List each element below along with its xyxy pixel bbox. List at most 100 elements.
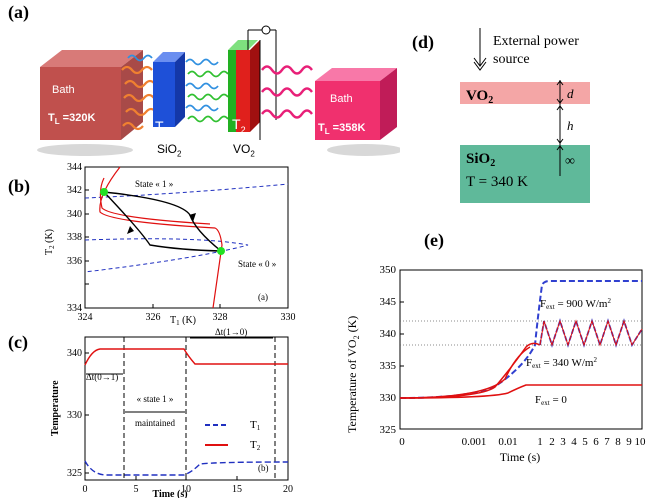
series-f340-branch — [399, 346, 531, 399]
panel-b-ytick: 340 — [67, 209, 82, 220]
label-f0: Fext = 0 — [535, 394, 567, 407]
infinity-label: ∞ — [565, 154, 575, 169]
panel-e-xtick: 7 — [604, 436, 610, 448]
sio2-caption: SiO2 — [157, 142, 182, 159]
bath-right-label: Bath — [330, 93, 353, 105]
panel-b-xtick: 326 — [146, 312, 161, 323]
panel-c-xtick: 10 — [181, 484, 191, 495]
vo2-layer — [460, 82, 590, 104]
wave-blue-group — [127, 54, 219, 112]
state0-point — [217, 247, 225, 255]
state1-point — [100, 188, 108, 196]
panel-b-ylabel: T2 (K) — [44, 229, 56, 255]
panel-e-frame — [399, 269, 643, 430]
panel-c-xtick: 15 — [232, 484, 242, 495]
panel-b-xtick: 328 — [213, 312, 228, 323]
panel-e-ylabel: Temperature of VO2 (K) — [345, 316, 361, 433]
panel-e-xtick: 0.001 — [462, 436, 487, 448]
panel-e-xtick: 6 — [593, 436, 599, 448]
panel-c-xtick: 20 — [283, 484, 293, 495]
panel-c-maintained: maintained — [135, 418, 175, 428]
panel-e-ytick: 345 — [380, 296, 397, 308]
panel-e-xtick: 0 — [399, 436, 405, 448]
panel-e-ytick: 325 — [380, 424, 397, 436]
panel-e-label: (e) — [424, 230, 444, 250]
panel-c-chart: 0 5 10 15 20 340 330 325 Δt(0→1) Δt(1→0)… — [50, 328, 293, 498]
panel-e-xtick: 4 — [571, 436, 577, 448]
bath-left-temp: TL =320K — [48, 112, 96, 127]
bath-left-shadow — [37, 144, 133, 156]
sio2-layer — [460, 145, 590, 203]
panel-b-label: (b) — [8, 176, 30, 196]
panel-b-ytick: 336 — [67, 256, 82, 267]
panel-e-xtick: 3 — [560, 436, 566, 448]
panel-c-ytick: 325 — [67, 468, 82, 479]
panel-e-ytick: 350 — [380, 264, 397, 276]
panel-b-arrow — [127, 226, 134, 234]
bath-right-block — [315, 68, 397, 140]
panel-e-ytick: 340 — [380, 328, 397, 340]
wave-pink-group — [261, 65, 313, 119]
panel-c-xtick: 5 — [134, 484, 139, 495]
panel-d-schematic: External power source VO2 d h ∞ SiO2 T =… — [460, 28, 590, 203]
panel-e-xtick: 5 — [582, 436, 588, 448]
panel-d-label: (d) — [412, 32, 434, 52]
panel-e-chart: 325 330 335 340 345 350 0 0.001 0.01 1 2… — [345, 264, 647, 464]
bath-left-label: Bath — [52, 84, 75, 96]
panel-b-chart: 324 326 328 330 334 336 338 340 342 344 … — [44, 162, 296, 325]
panel-b-arrow — [189, 213, 196, 222]
panel-a-label: (a) — [8, 2, 29, 22]
bath-right-shadow — [327, 144, 400, 156]
panel-c-t1-line — [84, 460, 289, 476]
panel-b-xlabel: T1 (K) — [170, 315, 196, 325]
panel-c-dt-arrows — [86, 337, 273, 375]
panel-e-ytick: 330 — [380, 392, 397, 404]
panel-b-xtick: 330 — [281, 312, 296, 323]
panel-c-xtick: 0 — [83, 484, 88, 495]
bath-right-temp: TL =358K — [318, 122, 366, 137]
panel-e-xlabel: Time (s) — [500, 450, 541, 464]
series-f340-oscillation-red — [539, 319, 643, 347]
sio2-label: SiO2 — [466, 151, 495, 169]
state1-label: State « 1 » — [135, 179, 173, 189]
vo2-caption: VO2 — [233, 142, 255, 159]
series-f0 — [399, 384, 642, 399]
sio2-temp: T = 340 K — [466, 174, 528, 190]
series-f340-rise — [399, 342, 541, 399]
panel-b-frame — [84, 166, 289, 309]
panel-b-ytick: 338 — [67, 232, 82, 243]
panel-c-ylabel: Temperature — [50, 380, 61, 436]
legend-t1-label: T1 — [250, 419, 261, 432]
panel-c-dt10: Δt(1→0) — [215, 328, 247, 337]
panel-c-dt01: Δt(0→1) — [86, 372, 118, 382]
label-f900: Fext = 900 W/m2 — [540, 297, 611, 311]
vo2-label: VO2 — [466, 88, 493, 106]
panel-e-xtick: 2 — [549, 436, 555, 448]
panel-e-xtick: 8 — [615, 436, 621, 448]
panel-e-xtick: 1 — [537, 436, 543, 448]
panel-c-ytick: 340 — [67, 348, 82, 359]
panel-b-inner-label: (a) — [258, 292, 268, 302]
panel-b-xtick: 324 — [78, 312, 93, 323]
wave-green-group — [187, 70, 229, 123]
panel-b-t2-nullcline — [99, 166, 223, 309]
panel-c-inner-label: (b) — [258, 463, 269, 473]
panel-e-xtick: 10 — [635, 436, 647, 448]
label-f340: Fext = 340 W/m2 — [526, 356, 597, 370]
panel-c-label: (c) — [8, 332, 28, 352]
panel-c-t2-line — [84, 348, 288, 366]
panel-b-ytick: 342 — [67, 185, 82, 196]
power-source-line2: source — [493, 52, 530, 67]
panel-a-illustration — [37, 25, 400, 156]
t1-label: T1 — [155, 118, 169, 137]
bath-left-block — [40, 50, 143, 140]
thickness-d: d — [567, 86, 574, 101]
panel-b-trajectories — [103, 191, 222, 252]
panel-c-xlabel: Time (s) — [152, 489, 187, 498]
vo2-slab — [228, 25, 277, 140]
legend-t2-label: T2 — [250, 439, 261, 452]
panel-b-ytick: 334 — [67, 303, 82, 314]
gap-h: h — [567, 118, 574, 133]
panel-c-state1: « state 1 » — [137, 394, 174, 404]
panel-e-xtick: 0.01 — [498, 436, 517, 448]
